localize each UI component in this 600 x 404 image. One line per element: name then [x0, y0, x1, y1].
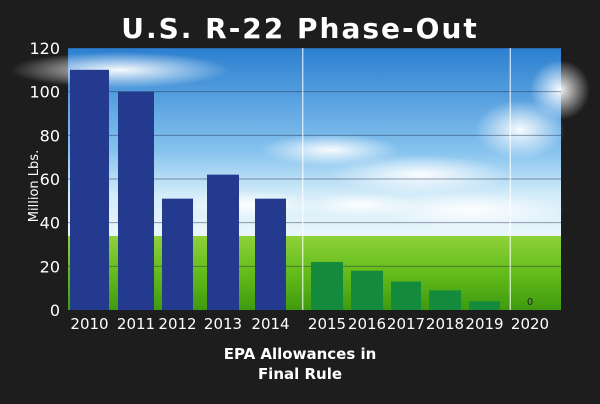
cloud-shape	[300, 193, 420, 217]
y-axis-ticks: 0 20 40 60 80 100 120	[29, 39, 60, 320]
cloud-shape	[375, 192, 565, 228]
y-axis-label: Million Lbs.	[27, 150, 42, 222]
y-tick-label: 120	[29, 39, 60, 58]
bars	[70, 69, 500, 311]
data-label: 0	[527, 297, 533, 308]
chart-title: U.S. R-22 Phase-Out	[121, 12, 479, 45]
bar-2011	[118, 91, 154, 311]
cloud-shape	[180, 191, 320, 219]
cloud-shape	[330, 155, 510, 195]
y-tick-label: 80	[40, 126, 60, 145]
x-tick-label: 2018	[426, 315, 464, 333]
y-tick-label: 40	[40, 214, 60, 233]
cloud-shape	[10, 52, 230, 88]
x-axis-label: EPA Allowances in Final Rule	[0, 344, 600, 384]
bar-2010	[70, 69, 109, 310]
y-tick-label: 20	[40, 257, 60, 276]
x-axis-ticks: 2010 2011 2012 2013 2014 2015 2016 2017 2018 2019…	[70, 315, 549, 333]
bar-2017	[391, 281, 421, 310]
bar-2015	[311, 261, 343, 310]
x-axis-label-line-2: Final Rule	[257, 365, 343, 383]
x-tick-label: 2013	[204, 315, 242, 333]
data-labels: 0	[527, 297, 533, 308]
y-tick-label: 100	[29, 83, 60, 102]
x-tick-label: 2017	[387, 315, 425, 333]
x-tick-label: 2014	[251, 315, 289, 333]
x-tick-label: 2011	[117, 315, 155, 333]
cloud-shape	[475, 100, 565, 160]
bar-2012	[162, 198, 193, 310]
bar-2019	[469, 301, 500, 310]
plot-background	[10, 48, 590, 310]
x-tick-label: 2019	[465, 315, 503, 333]
x-tick-label: 2016	[348, 315, 386, 333]
y-tick-label: 0	[50, 301, 60, 320]
bar-2018	[429, 290, 461, 310]
x-tick-label: 2012	[158, 315, 196, 333]
x-tick-label: 2020	[511, 315, 549, 333]
cloud-shape	[530, 60, 590, 120]
x-tick-label: 2015	[308, 315, 346, 333]
bar-2013	[207, 174, 239, 310]
bar-2014	[255, 198, 286, 310]
section-dividers	[302, 48, 511, 310]
cloud-shape	[260, 134, 400, 166]
x-axis-label-line-1: EPA Allowances in	[223, 345, 377, 363]
x-tick-label: 2010	[70, 315, 108, 333]
y-tick-label: 60	[40, 170, 60, 189]
bar-2016	[351, 270, 383, 310]
